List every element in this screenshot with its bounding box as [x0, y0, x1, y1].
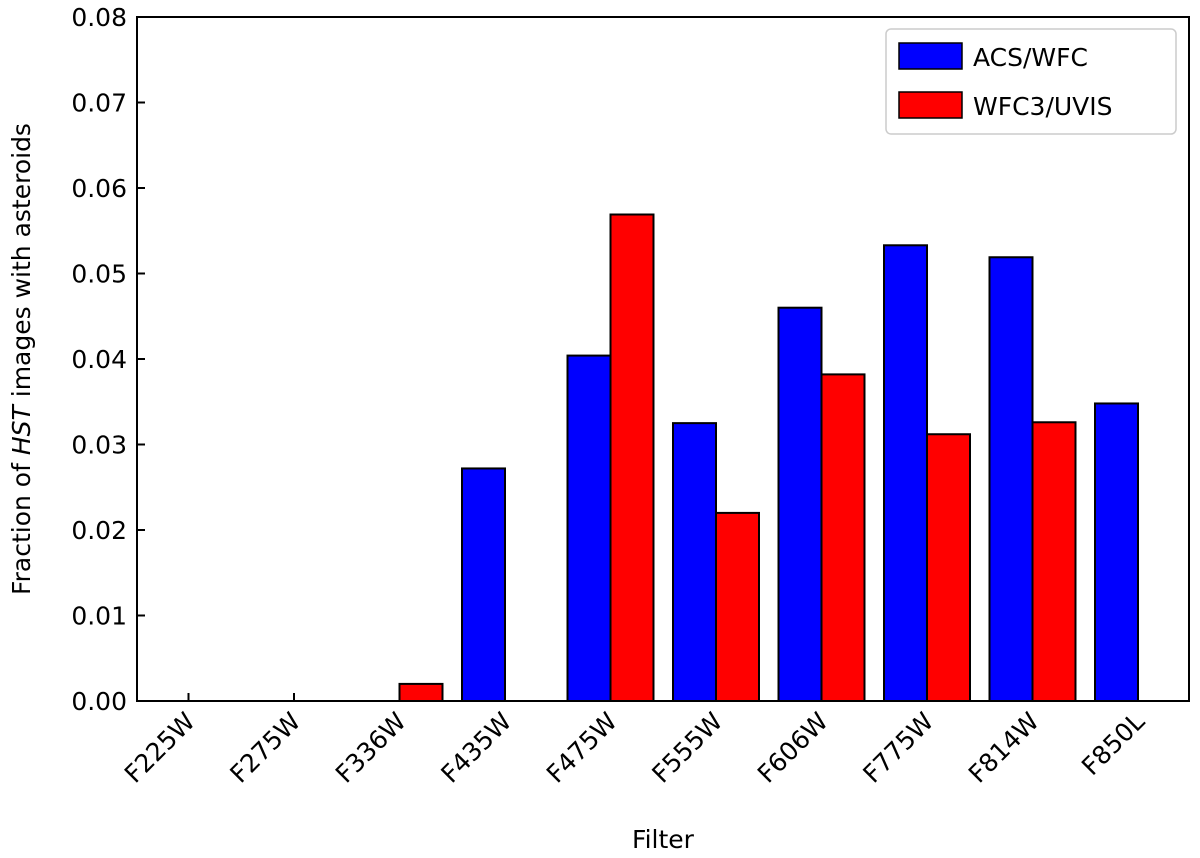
x-tick-label-f775w: F775W [857, 707, 939, 789]
x-tick-label-f814w: F814W [963, 707, 1045, 789]
legend-label-acs: ACS/WFC [973, 43, 1088, 72]
bar-wfc3-uvis-f336w [398, 682, 444, 703]
y-tick-label: 0.02 [71, 516, 127, 545]
y-tick-label: 0.04 [71, 345, 127, 374]
x-tick-label-f275w: F275W [224, 707, 306, 789]
plot-frame [136, 16, 1190, 702]
bar-acs-wfc-f850l [1094, 402, 1139, 702]
y-axis-ticks: 0.00 0.01 0.02 0.03 0.04 0.05 0.06 0.07 0.08 [71, 3, 145, 716]
bar-acs-wfc-f606w [777, 306, 823, 702]
y-tick-label: 0.01 [71, 602, 127, 631]
bar-wfc3-uvis-f475w [609, 213, 655, 702]
bar-wfc3-uvis-f606w [820, 373, 866, 702]
y-axis-title-part-1: Fraction of [7, 455, 36, 595]
x-tick-label-f850l: F850L [1076, 707, 1150, 781]
x-tick-label-f336w: F336W [330, 707, 412, 789]
bar-wfc3-uvis-f555w [715, 511, 760, 703]
y-axis-title-part-3: images with asteroids [7, 123, 36, 405]
y-tick-label: 0.00 [71, 687, 127, 716]
x-axis-title: Filter [632, 825, 695, 854]
y-tick-label: 0.03 [71, 431, 127, 460]
x-tick-label-f225w: F225W [119, 707, 201, 789]
x-axis-ticks: F225W F275W F336W F435W F475W F555W F606W F775W… [119, 693, 1150, 789]
legend: ACS/WFC WFC3/UVIS [885, 28, 1177, 135]
bar-acs-wfc-f435w [461, 467, 506, 702]
bar-wfc3-uvis-f775w [926, 433, 971, 702]
bar-acs-wfc-f775w [883, 244, 928, 702]
bar-acs-wfc-f814w [988, 256, 1034, 702]
x-tick-label-f435w: F435W [435, 707, 517, 789]
y-tick-label: 0.05 [71, 260, 127, 289]
y-axis-title-part-2: HST [7, 403, 36, 455]
legend-label-wfc3: WFC3/UVIS [973, 92, 1113, 121]
y-tick-label: 0.06 [71, 174, 127, 203]
x-tick-label-f475w: F475W [541, 707, 623, 789]
y-axis-title: Fraction of HST images with asteroids [7, 123, 36, 595]
bar-acs-wfc-f475w [566, 354, 612, 702]
bar-acs-wfc-f555w [672, 422, 717, 702]
y-tick-label: 0.07 [71, 89, 127, 118]
y-tick-label: 0.08 [71, 3, 127, 32]
bar-wfc3-uvis-f814w [1031, 421, 1077, 702]
x-tick-label-f555w: F555W [646, 707, 728, 789]
legend-swatch-acs [898, 42, 963, 70]
legend-swatch-wfc3 [898, 91, 963, 119]
x-tick-label-f606w: F606W [752, 707, 834, 789]
bars-layer [398, 213, 1139, 703]
